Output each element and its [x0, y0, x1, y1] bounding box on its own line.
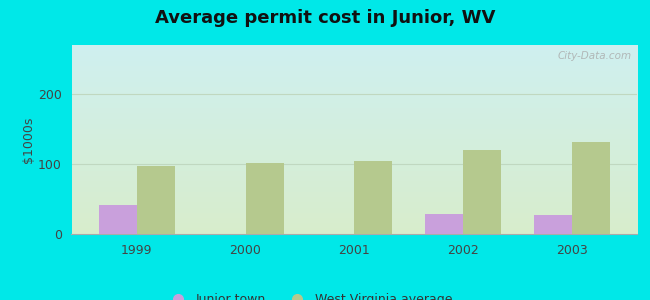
Bar	[354, 160, 393, 234]
Text: Average permit cost in Junior, WV: Average permit cost in Junior, WV	[155, 9, 495, 27]
Bar	[246, 163, 283, 234]
Bar	[136, 166, 175, 234]
Bar	[99, 205, 136, 234]
Bar	[463, 150, 501, 234]
Bar	[425, 214, 463, 234]
Y-axis label: $1000s: $1000s	[22, 116, 35, 163]
Text: City-Data.com: City-Data.com	[557, 51, 631, 61]
Bar	[534, 215, 572, 234]
Bar	[572, 142, 610, 234]
Legend: Junior town, West Virginia average: Junior town, West Virginia average	[161, 288, 457, 300]
